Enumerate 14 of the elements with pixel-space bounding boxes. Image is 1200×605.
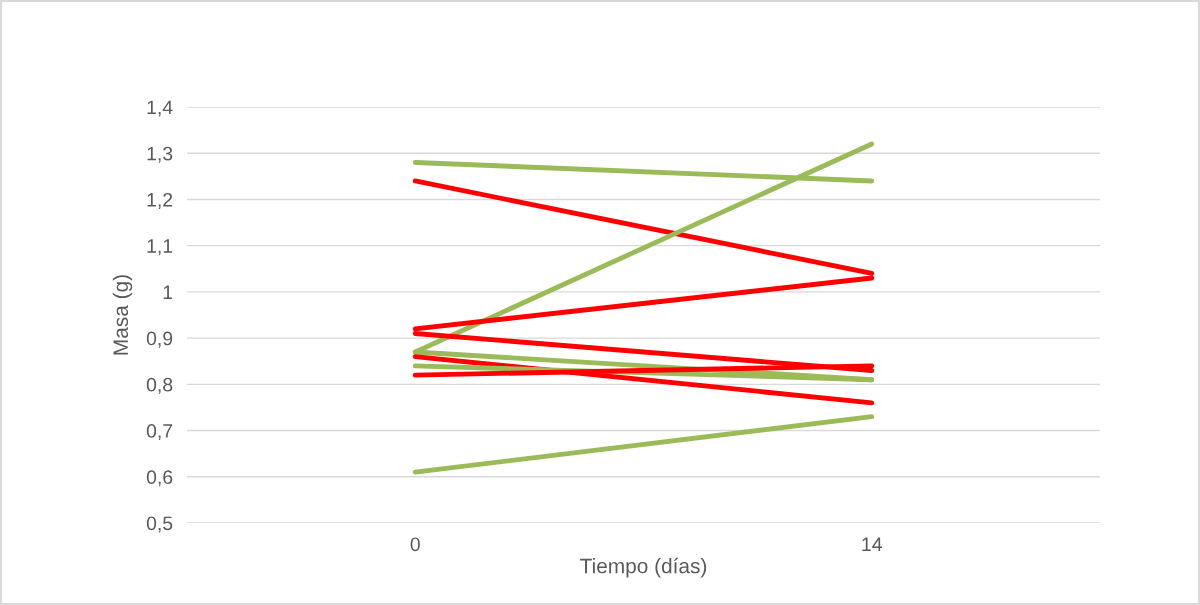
y-tick-label: 0,7 xyxy=(146,424,173,441)
y-tick-label: 0,8 xyxy=(146,377,173,394)
y-axis-title: Masa (g) xyxy=(112,275,133,355)
y-tick-label: 1,4 xyxy=(147,100,173,117)
x-tick-label: 14 xyxy=(862,537,882,551)
y-tick-label: 0,5 xyxy=(146,516,173,533)
x-axis-title: Tiempo (días) xyxy=(580,557,707,578)
y-tick-label: 1,1 xyxy=(147,239,173,256)
y-tick-label: 0,9 xyxy=(146,331,173,348)
y-tick-label: 1,2 xyxy=(147,192,173,209)
y-tick-label: 1,3 xyxy=(147,146,173,163)
y-tick-label: 0,6 xyxy=(146,470,173,487)
y-tick-label: 1 xyxy=(163,285,173,299)
x-tick-label: 0 xyxy=(410,537,420,552)
